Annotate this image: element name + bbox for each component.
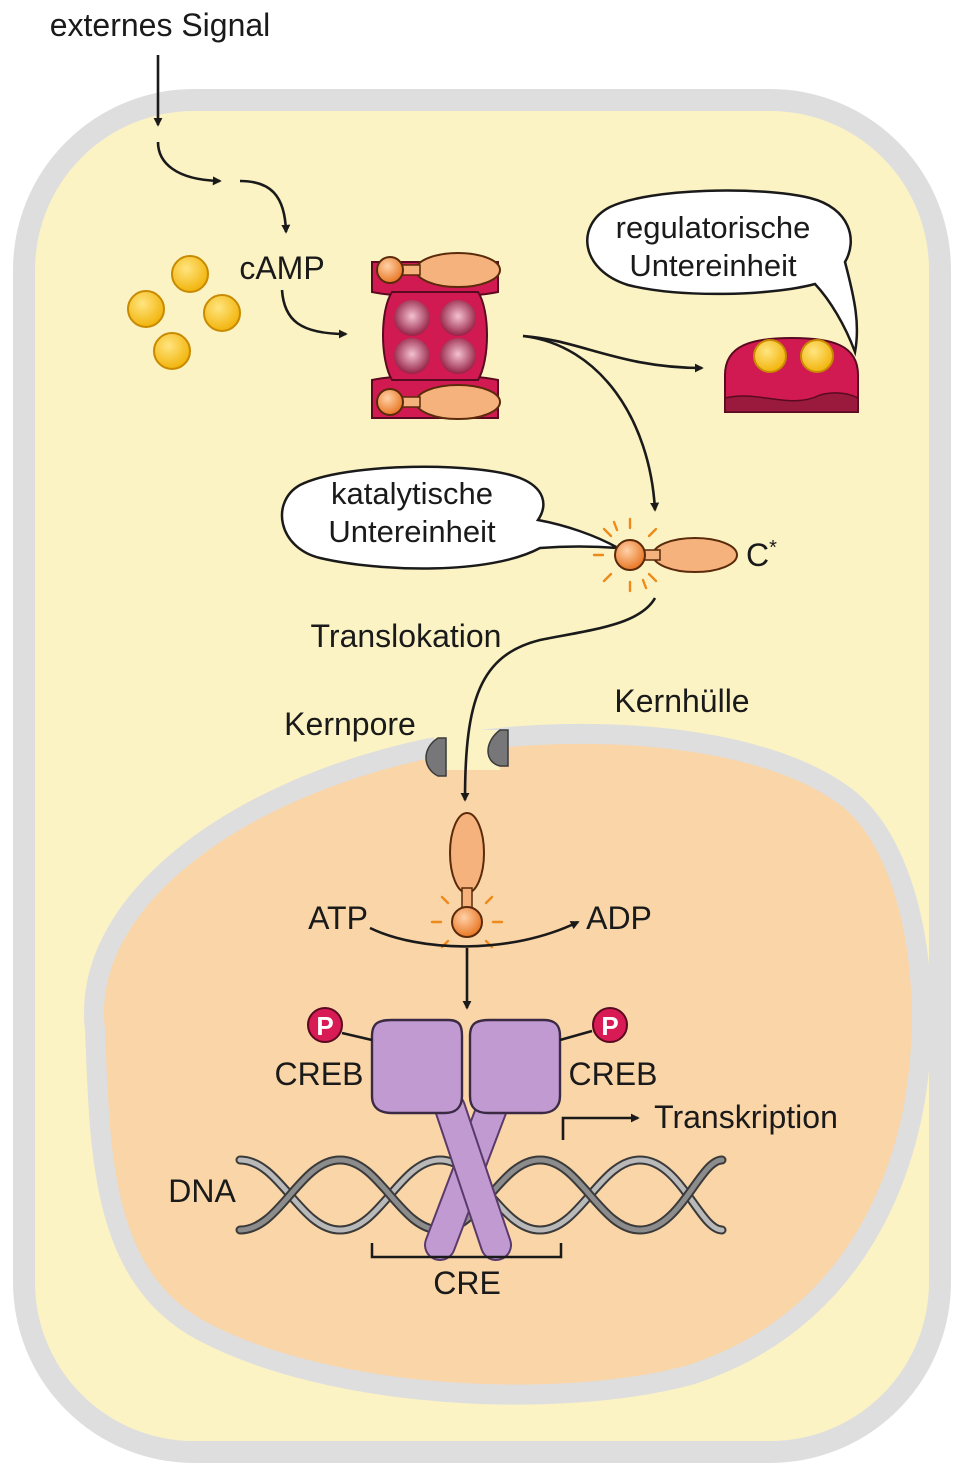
atp-label: ATP <box>308 900 368 936</box>
regulatory-subunit <box>724 336 859 413</box>
camp-ball <box>203 294 241 332</box>
phosphate-right-label: P <box>601 1011 618 1041</box>
cre-bracket <box>370 1243 563 1259</box>
creb-right-label: CREB <box>569 1056 658 1092</box>
camp-ball <box>153 332 191 370</box>
dna-label: DNA <box>168 1173 236 1209</box>
adp-label: ADP <box>586 900 652 936</box>
dissociation-arrows <box>522 334 704 512</box>
catalytic-subunit-nuclear <box>430 812 504 959</box>
transcription-label: Transkription <box>654 1099 838 1135</box>
translocation-label: Translokation <box>311 618 502 654</box>
creb-left-label: CREB <box>275 1056 364 1092</box>
translocation-arrow <box>460 597 657 802</box>
catalytic-label-line1: katalytische <box>331 476 493 511</box>
phosphate-left-label: P <box>316 1011 333 1041</box>
regulatory-label-line2: Untereinheit <box>629 248 797 283</box>
nuclear-pore-label: Kernpore <box>284 706 416 742</box>
external-signal-label: externes Signal <box>50 7 271 43</box>
camp-ball <box>127 290 165 328</box>
pka-holoenzyme <box>371 252 501 420</box>
regulatory-callout: regulatorische Untereinheit <box>586 189 859 357</box>
phosphorylation-arrows <box>369 920 580 1010</box>
phosphate-left-icon: P <box>307 1007 373 1043</box>
phosphate-right-icon: P <box>559 1007 628 1043</box>
cre-label: CRE <box>433 1265 501 1301</box>
camp-label: cAMP <box>239 250 324 286</box>
regulatory-label-line1: regulatorische <box>616 210 811 245</box>
camp-ball <box>171 255 209 293</box>
catalytic-label-line2: Untereinheit <box>328 514 496 549</box>
catalytic-subunit-active <box>592 517 738 593</box>
signal-arrow <box>153 55 348 339</box>
nuclear-pore-icon <box>425 729 509 777</box>
catalytic-callout: katalytische Untereinheit <box>280 465 619 570</box>
camp-molecules <box>127 255 241 370</box>
creb-dimer <box>370 1018 562 1261</box>
nuclear-envelope-label: Kernhülle <box>614 683 749 719</box>
transcription-arrow <box>561 1113 640 1140</box>
